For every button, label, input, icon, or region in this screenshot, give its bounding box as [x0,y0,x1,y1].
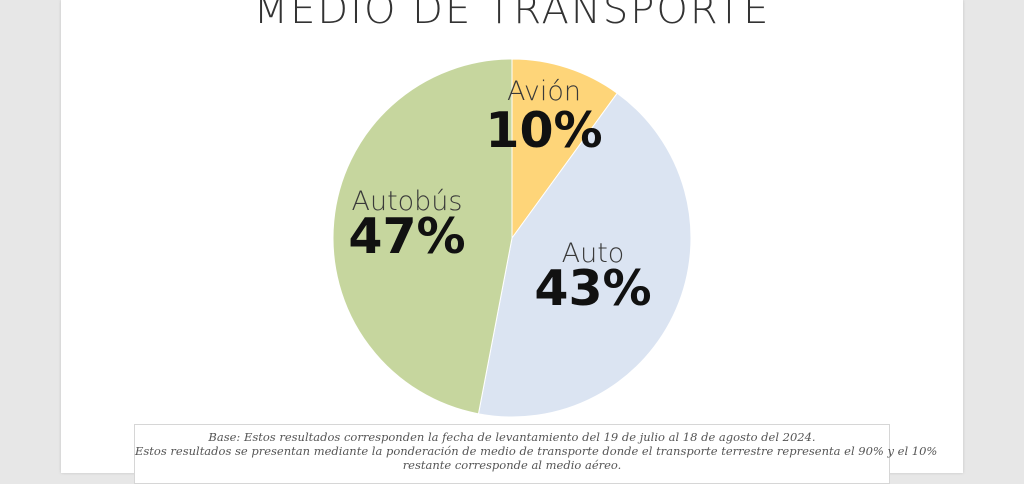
slice-value-auto: 43% [534,260,651,317]
slice-label-avion: Avión [507,76,581,107]
footnote-line-3: restante corresponde al medio aéreo. [402,458,622,472]
chart-title: MEDIO DE TRANSPORTE [253,0,771,33]
footnote-line-2: Estos resultados se presentan mediante l… [135,444,938,458]
pie-slice-avion [511,58,618,240]
slice-value-avion: 10% [485,102,602,159]
footnote-line-1: Base: Estos resultados corresponden la f… [208,430,816,444]
pie-slice-autobus [332,58,513,415]
slice-label-autobus: Autobús [351,186,462,217]
slice-value-autobus: 47% [348,208,465,265]
pie-slice-auto [477,92,692,418]
slice-label-auto: Auto [562,238,625,269]
